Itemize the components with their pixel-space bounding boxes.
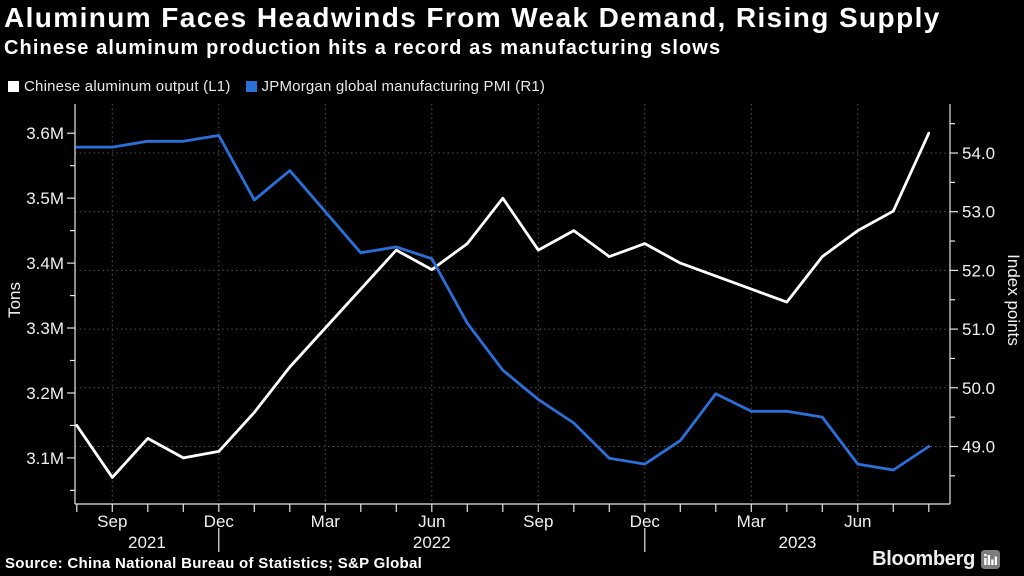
legend-label: Chinese aluminum output (L1) bbox=[24, 78, 231, 95]
x-axis-month-label: Mar bbox=[737, 512, 767, 531]
left-axis-title: Tons bbox=[5, 282, 24, 318]
aluminum-output-line bbox=[75, 131, 931, 479]
left-axis-tick-label: 3.4M bbox=[26, 254, 64, 273]
right-axis-title: Index points bbox=[1004, 254, 1023, 346]
right-axis-tick-label: 53.0 bbox=[962, 203, 995, 222]
x-axis-month-label: Mar bbox=[311, 512, 341, 531]
x-axis-month-label: Dec bbox=[204, 512, 235, 531]
chart-title: Aluminum Faces Headwinds From Weak Deman… bbox=[4, 2, 941, 33]
x-axis-year-label: 2023 bbox=[778, 533, 816, 552]
right-axis-tick-label: 50.0 bbox=[962, 379, 995, 398]
x-axis-month-label: Sep bbox=[523, 512, 553, 531]
x-axis-month-label: Jun bbox=[844, 512, 871, 531]
chart-legend: Chinese aluminum output (L1) JPMorgan gl… bbox=[8, 78, 545, 95]
x-axis-year-label: 2022 bbox=[413, 533, 451, 552]
bloomberg-brand: Bloomberg bbox=[872, 548, 1000, 571]
left-axis-tick-label: 3.5M bbox=[26, 189, 64, 208]
right-axis-tick-label: 51.0 bbox=[962, 320, 995, 339]
x-axis-month-label: Sep bbox=[97, 512, 127, 531]
left-axis-tick-label: 3.1M bbox=[26, 449, 64, 468]
x-axis-month-label: Jun bbox=[418, 512, 445, 531]
left-axis-tick-label: 3.6M bbox=[26, 124, 64, 143]
right-axis-tick-label: 52.0 bbox=[962, 261, 995, 280]
pmi-series-swatch bbox=[245, 81, 257, 92]
x-axis-month-label: Dec bbox=[630, 512, 661, 531]
right-axis-tick-label: 54.0 bbox=[962, 144, 995, 163]
left-axis-tick-label: 3.3M bbox=[26, 319, 64, 338]
chart-subtitle: Chinese aluminum production hits a recor… bbox=[4, 37, 722, 59]
aluminum-series-swatch bbox=[8, 81, 19, 92]
legend-item-aluminum-output: Chinese aluminum output (L1) bbox=[8, 78, 231, 95]
bar-chart-terminal-icon bbox=[981, 550, 1000, 569]
right-axis-tick-label: 49.0 bbox=[962, 437, 995, 456]
legend-label: JPMorgan global manufacturing PMI (R1) bbox=[261, 78, 546, 95]
pmi-line bbox=[75, 133, 931, 472]
x-axis-year-label: 2021 bbox=[128, 533, 166, 552]
bloomberg-wordmark: Bloomberg bbox=[872, 548, 975, 570]
legend-item-pmi: JPMorgan global manufacturing PMI (R1) bbox=[245, 78, 546, 95]
left-axis-tick-label: 3.2M bbox=[26, 384, 64, 403]
source-note: Source: China National Bureau of Statist… bbox=[5, 555, 423, 572]
